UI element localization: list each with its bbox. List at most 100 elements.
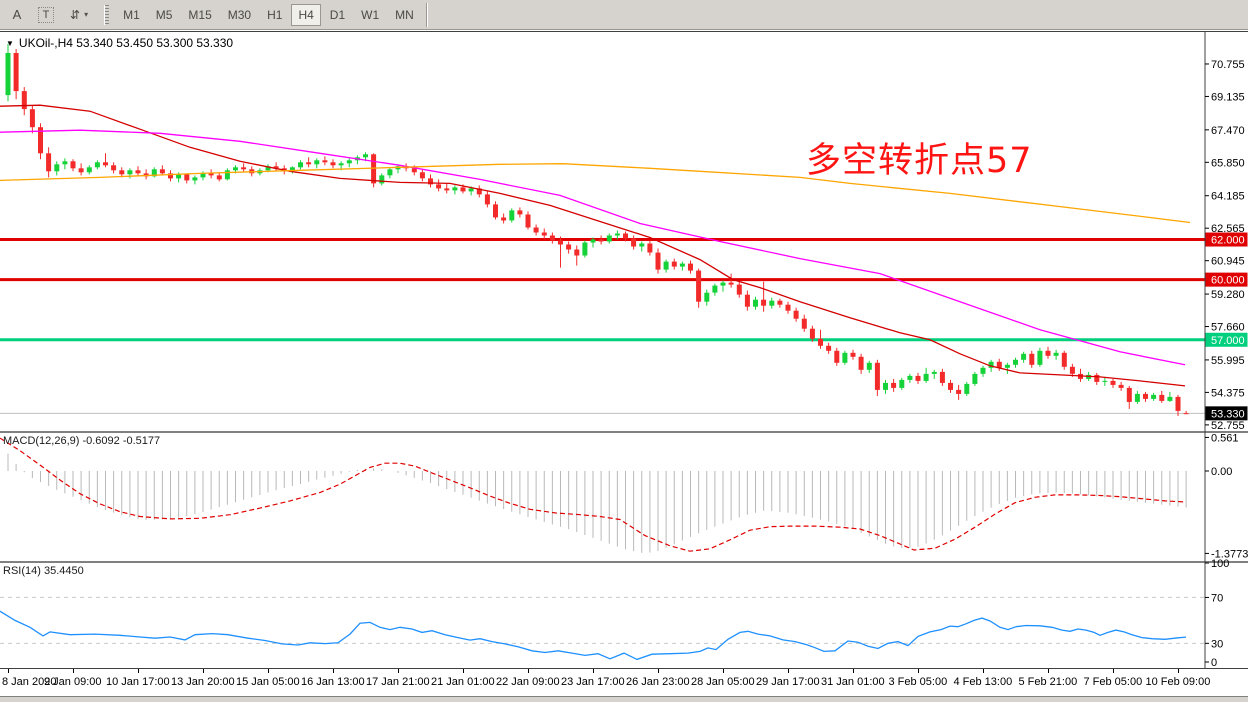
time-tick	[73, 669, 74, 673]
timeframe-button-mn[interactable]: MN	[395, 7, 414, 22]
price-tick-69.135: 69.135	[1211, 91, 1245, 103]
time-label: 28 Jan 05:00	[691, 676, 755, 688]
toolbar-separator	[425, 2, 428, 27]
current-price-badge-label: 53.330	[1211, 408, 1245, 420]
time-label: 22 Jan 09:00	[496, 676, 560, 688]
chart-canvas[interactable]: 70.755 69.135 67.470 65.850 64.185 62.565 60.9…	[0, 32, 1248, 669]
window-bottom-edge	[0, 696, 1248, 702]
time-label: 29 Jan 17:00	[756, 676, 820, 688]
time-label: 16 Jan 13:00	[301, 676, 365, 688]
moving-average-slow	[0, 163, 1191, 224]
price-badge-60.000-label: 60.000	[1211, 275, 1245, 287]
timeframe-button-m5[interactable]: M5	[155, 7, 173, 22]
time-label: 10 Feb 09:00	[1145, 676, 1211, 688]
rsi-indicator-label: RSI(14) 35.4450	[3, 565, 84, 577]
current-price-badge	[1205, 406, 1248, 421]
time-tick	[333, 669, 334, 673]
rsi-tick-100: 100	[1211, 558, 1229, 570]
time-tick	[1178, 669, 1179, 673]
time-tick	[853, 669, 854, 673]
timeframe-button-w1[interactable]: W1	[361, 7, 380, 22]
time-label: 9 Jan 09:00	[44, 676, 102, 688]
candlestick-series[interactable]	[5, 44, 1189, 416]
price-tick-55.995: 55.995	[1211, 355, 1245, 367]
price-tick-70.755: 70.755	[1211, 59, 1245, 71]
price-tick-59.280: 59.280	[1211, 289, 1245, 301]
chevron-down-icon: ▾	[84, 10, 89, 19]
price-badge-60.000	[1205, 272, 1248, 287]
time-label: 8 Jan 2020	[2, 676, 57, 688]
time-label: 26 Jan 23:00	[626, 676, 690, 688]
chart-annotation-text[interactable]: 多空转折点57	[806, 141, 1033, 181]
time-label: 31 Jan 01:00	[821, 676, 885, 688]
time-label: 5 Feb 21:00	[1018, 676, 1078, 688]
price-badge-57.000	[1205, 332, 1248, 347]
price-badge-62.000	[1205, 232, 1248, 247]
macd-tick-0.00: 0.00	[1211, 466, 1232, 478]
time-tick	[918, 669, 919, 673]
top-toolbar: A T ⇵ ▾ M1 M5 M15 M30 H1 H4 D1 W1 MN	[0, 0, 1248, 30]
price-tick-65.850: 65.850	[1211, 157, 1245, 169]
timeframe-button-m15[interactable]: M15	[188, 7, 212, 22]
symbol-ohlc-title: UKOil-,H4 53.340 53.450 53.300 53.330	[18, 36, 234, 50]
arrows-tool-button[interactable]: ⇵ ▾	[63, 4, 95, 26]
price-tick-54.375: 54.375	[1211, 387, 1245, 399]
time-tick	[593, 669, 594, 673]
collapse-triangle-icon[interactable]: ▼	[6, 38, 14, 48]
timeframe-button-d1[interactable]: D1	[329, 7, 346, 22]
time-tick	[788, 669, 789, 673]
rsi-line	[0, 610, 1187, 661]
time-label: 4 Feb 13:00	[953, 676, 1013, 688]
macd-tick--1.3773: -1.3773	[1211, 548, 1248, 560]
time-tick	[268, 669, 269, 673]
time-label: 13 Jan 20:00	[171, 676, 235, 688]
price-tick-64.185: 64.185	[1211, 191, 1245, 203]
timeframe-button-h1[interactable]: H1	[267, 7, 283, 22]
time-tick	[138, 669, 139, 673]
price-badge-57.000-label: 57.000	[1211, 335, 1245, 347]
time-tick	[658, 669, 659, 673]
time-tick	[1048, 669, 1049, 673]
chart-window[interactable]: ▼ UKOil-,H4 53.340 53.450 53.300 53.330 …	[0, 31, 1248, 702]
time-tick	[528, 669, 529, 673]
time-tick	[463, 669, 464, 673]
price-tick-62.565: 62.565	[1211, 223, 1245, 235]
price-tick-57.660: 57.660	[1211, 322, 1245, 334]
price-tick-67.470: 67.470	[1211, 125, 1245, 137]
time-axis[interactable]: 8 Jan 2020 9 Jan 09:00 10 Jan 17:00 13 Jan …	[0, 669, 1248, 696]
rsi-tick-70: 70	[1211, 592, 1223, 604]
macd-tick-0.561: 0.561	[1211, 432, 1239, 444]
font-tool-button[interactable]: A	[12, 7, 22, 22]
price-tick-60.945: 60.945	[1211, 256, 1245, 268]
time-tick	[398, 669, 399, 673]
macd-histogram	[7, 453, 1187, 553]
time-tick	[8, 669, 9, 673]
timeframe-button-m30[interactable]: M30	[227, 7, 252, 22]
moving-average-mid	[0, 129, 1186, 366]
time-label: 7 Feb 05:00	[1083, 676, 1143, 688]
macd-signal-line	[0, 437, 1187, 552]
rsi-tick-30: 30	[1211, 638, 1223, 650]
text-label-tool-button[interactable]: T	[38, 6, 54, 23]
time-tick	[983, 669, 984, 673]
time-label: 17 Jan 21:00	[366, 676, 430, 688]
time-label: 15 Jan 05:00	[236, 676, 300, 688]
time-label: 10 Jan 17:00	[106, 676, 170, 688]
time-tick	[1113, 669, 1114, 673]
time-label: 3 Feb 05:00	[888, 676, 948, 688]
moving-average-fast	[0, 104, 1186, 387]
price-badge-62.000-label: 62.000	[1211, 235, 1245, 247]
macd-indicator-label: MACD(12,26,9) -0.6092 -0.5177	[3, 435, 161, 447]
timeframe-button-h4[interactable]: H4	[291, 3, 321, 26]
chart-title: ▼ UKOil-,H4 53.340 53.450 53.300 53.330	[6, 36, 233, 50]
arrows-icon: ⇵	[70, 7, 81, 22]
timeframe-button-group: M1 M5 M15 M30 H1 H4 D1 W1 MN	[115, 3, 422, 26]
time-label: 23 Jan 17:00	[561, 676, 625, 688]
toolbar-grip-handle[interactable]	[104, 4, 110, 25]
price-tick-52.755: 52.755	[1211, 420, 1245, 432]
time-label: 21 Jan 01:00	[431, 676, 495, 688]
timeframe-button-m1[interactable]: M1	[123, 7, 140, 22]
rsi-tick-0: 0	[1211, 657, 1217, 669]
time-tick	[203, 669, 204, 673]
time-tick	[723, 669, 724, 673]
